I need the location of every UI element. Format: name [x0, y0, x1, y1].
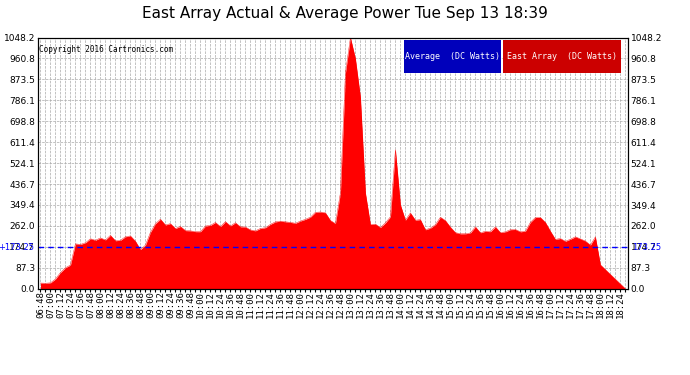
- Text: 173.25: 173.25: [632, 243, 661, 252]
- Text: +173.25: +173.25: [0, 243, 34, 252]
- Text: Average  (DC Watts): Average (DC Watts): [405, 52, 500, 61]
- Bar: [404, 40, 501, 73]
- Text: East Array  (DC Watts): East Array (DC Watts): [507, 52, 617, 61]
- Text: East Array Actual & Average Power Tue Sep 13 18:39: East Array Actual & Average Power Tue Se…: [142, 6, 548, 21]
- Text: Copyright 2016 Cartronics.com: Copyright 2016 Cartronics.com: [39, 45, 173, 54]
- Bar: [503, 40, 621, 73]
